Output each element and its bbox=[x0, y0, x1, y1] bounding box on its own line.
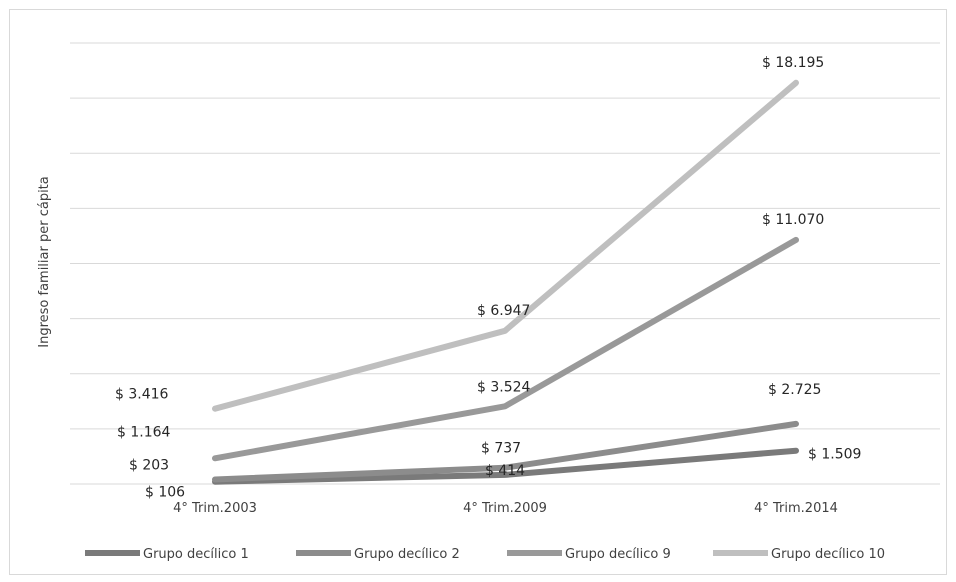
data-label: $ 3.524 bbox=[477, 379, 531, 395]
data-label: $ 2.725 bbox=[768, 382, 821, 398]
data-labels: $ 106 $ 414 $ 1.509 $ 203 $ 737 $ 2.725 $ 1.16… bbox=[115, 55, 861, 501]
series-lines bbox=[212, 79, 799, 485]
x-tick-label: 4° Trim.2003 bbox=[173, 501, 257, 516]
x-tick-label: 4° Trim.2009 bbox=[463, 501, 547, 516]
data-label: $ 18.195 bbox=[762, 55, 824, 71]
legend-label: Grupo decílico 10 bbox=[771, 547, 885, 562]
legend-item: Grupo decílico 2 bbox=[296, 547, 460, 562]
series-line-4 bbox=[212, 79, 799, 412]
data-label: $ 1.509 bbox=[808, 447, 861, 463]
series-line-2 bbox=[212, 420, 799, 483]
series-line-1 bbox=[212, 447, 799, 485]
legend-label: Grupo decílico 9 bbox=[565, 547, 671, 562]
chart-frame bbox=[9, 9, 947, 575]
data-label: $ 11.070 bbox=[762, 212, 824, 228]
legend-item: Grupo decílico 9 bbox=[507, 547, 671, 562]
series-line-3 bbox=[212, 236, 799, 462]
data-label: $ 737 bbox=[481, 441, 521, 457]
legend-item: Grupo decílico 10 bbox=[713, 547, 885, 562]
data-label: $ 203 bbox=[129, 458, 169, 474]
data-label: $ 1.164 bbox=[117, 424, 171, 440]
x-tick-label: 4° Trim.2014 bbox=[754, 501, 838, 516]
x-axis-ticks: 4° Trim.2003 4° Trim.2009 4° Trim.2014 bbox=[173, 501, 838, 516]
legend: Grupo decílico 1 Grupo decílico 2 Grupo de… bbox=[85, 547, 885, 562]
gridlines bbox=[70, 42, 940, 485]
data-label: $ 6.947 bbox=[477, 303, 530, 319]
data-label: $ 106 bbox=[145, 485, 185, 501]
y-axis-label: Ingreso familiar per cápita bbox=[37, 176, 52, 348]
legend-item: Grupo decílico 1 bbox=[85, 547, 249, 562]
data-label: $ 3.416 bbox=[115, 387, 169, 403]
legend-label: Grupo decílico 1 bbox=[143, 547, 249, 562]
legend-label: Grupo decílico 2 bbox=[354, 547, 460, 562]
data-label: $ 414 bbox=[485, 463, 525, 479]
